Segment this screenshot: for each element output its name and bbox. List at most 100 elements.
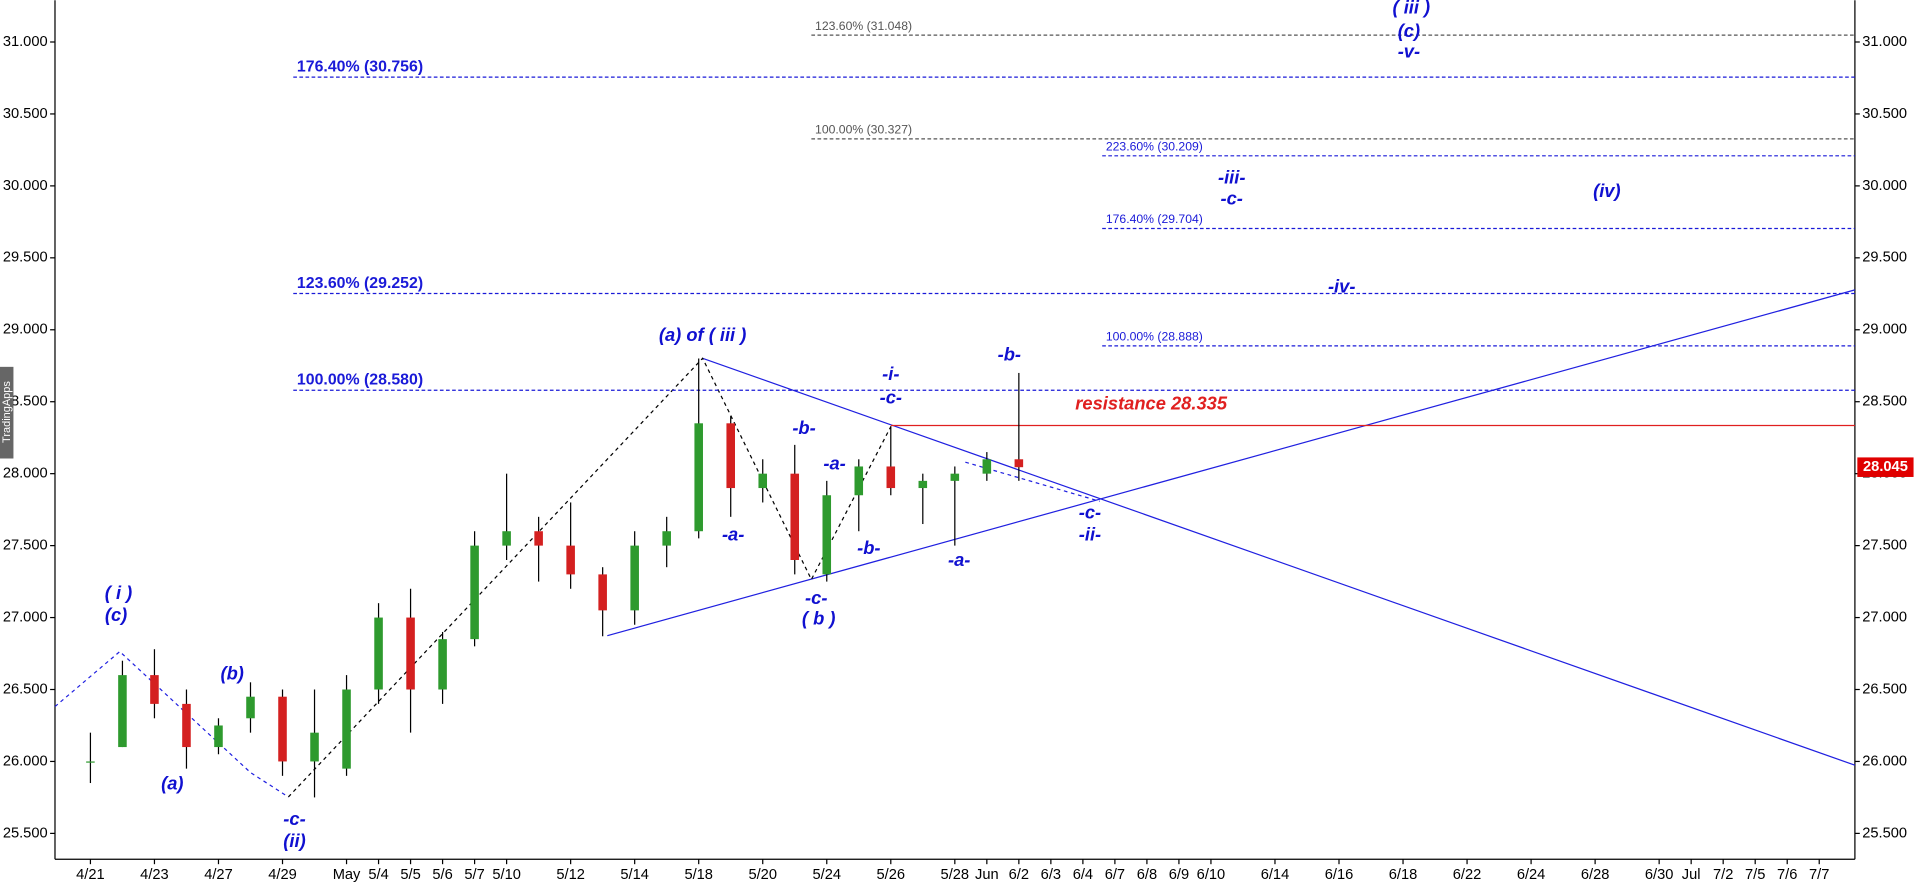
y-tick-label: 30.000 bbox=[3, 178, 48, 194]
candle-body bbox=[86, 761, 95, 763]
candle-body bbox=[406, 617, 415, 690]
x-tick-label: 6/2 bbox=[1009, 867, 1029, 883]
candle-body bbox=[342, 689, 351, 769]
y-tick-label: 26.000 bbox=[1862, 753, 1907, 769]
candle-body bbox=[438, 639, 447, 690]
candle-body bbox=[182, 703, 191, 748]
wave-label: (c) bbox=[1398, 20, 1420, 41]
wave-label: -b- bbox=[998, 344, 1021, 365]
wave-label: -ii- bbox=[1079, 523, 1101, 544]
level-label: 223.60% (30.209) bbox=[1106, 139, 1203, 153]
level-label: 123.60% (29.252) bbox=[297, 275, 423, 292]
candle-body bbox=[1014, 459, 1024, 468]
level-label: 100.00% (28.888) bbox=[1106, 330, 1203, 344]
y-tick-label: 28.500 bbox=[1862, 394, 1907, 410]
candle-body bbox=[118, 675, 127, 748]
x-tick-label: 5/28 bbox=[941, 867, 970, 883]
candle-body bbox=[566, 545, 575, 575]
y-tick-label: 29.000 bbox=[3, 322, 48, 338]
x-tick-label: 6/4 bbox=[1073, 867, 1093, 883]
x-tick-label: 5/7 bbox=[464, 867, 484, 883]
x-tick-label: 7/6 bbox=[1777, 867, 1797, 883]
level-label: 123.60% (31.048) bbox=[815, 19, 912, 33]
price-tag bbox=[1857, 457, 1914, 477]
x-tick-label: 4/21 bbox=[76, 867, 105, 883]
y-tick-label: 27.000 bbox=[1862, 609, 1907, 625]
candle-body bbox=[662, 531, 671, 546]
x-tick-label: Jun bbox=[975, 867, 999, 883]
x-tick-label: 5/12 bbox=[556, 867, 585, 883]
y-tick-label: 27.500 bbox=[3, 537, 48, 553]
x-tick-label: 6/30 bbox=[1645, 867, 1674, 883]
wave-label: -i- bbox=[882, 363, 899, 384]
x-tick-label: 5/10 bbox=[492, 867, 521, 883]
x-tick-label: 6/10 bbox=[1197, 867, 1226, 883]
candle-body bbox=[758, 473, 768, 489]
y-tick-label: 29.500 bbox=[3, 250, 48, 266]
watermark: TradingApps bbox=[1, 381, 13, 443]
resistance-label: resistance 28.335 bbox=[1075, 393, 1228, 414]
x-tick-label: 5/6 bbox=[432, 867, 452, 883]
candle-body bbox=[470, 545, 479, 640]
wave-label: (b) bbox=[220, 663, 243, 684]
x-tick-label: 5/20 bbox=[748, 867, 777, 883]
y-tick-label: 25.500 bbox=[3, 825, 48, 841]
wave-label: ( i ) bbox=[105, 582, 132, 603]
x-tick-label: Jul bbox=[1682, 867, 1701, 883]
x-tick-label: 7/7 bbox=[1809, 867, 1829, 883]
x-tick-label: 6/18 bbox=[1389, 867, 1418, 883]
x-tick-label: 6/24 bbox=[1517, 867, 1546, 883]
y-tick-label: 25.500 bbox=[1862, 825, 1907, 841]
candle-body bbox=[278, 696, 287, 762]
x-tick-label: 5/24 bbox=[812, 867, 841, 883]
x-tick-label: 6/3 bbox=[1041, 867, 1061, 883]
y-tick-label: 26.000 bbox=[3, 753, 48, 769]
x-tick-label: 6/7 bbox=[1105, 867, 1125, 883]
wave-label: -iv- bbox=[1328, 275, 1355, 296]
candle-body bbox=[790, 473, 800, 561]
y-tick-label: 26.500 bbox=[3, 681, 48, 697]
x-tick-label: 6/8 bbox=[1137, 867, 1157, 883]
y-tick-label: 29.500 bbox=[1862, 250, 1907, 266]
wave-label: -b- bbox=[857, 537, 880, 558]
candle-body bbox=[150, 675, 159, 704]
y-tick-label: 31.000 bbox=[1862, 34, 1907, 50]
wave-label: -b- bbox=[792, 417, 815, 438]
level-label: 100.00% (30.327) bbox=[815, 123, 912, 137]
wave-label: ( iii ) bbox=[1393, 0, 1431, 18]
candle-body bbox=[374, 617, 383, 690]
candle-body bbox=[982, 459, 992, 474]
y-tick-label: 26.500 bbox=[1862, 681, 1907, 697]
candle-body bbox=[726, 423, 735, 489]
wave-label: -c- bbox=[880, 386, 902, 407]
wave-label: -a- bbox=[823, 452, 845, 473]
price-tag-label: 28.045 bbox=[1863, 459, 1908, 475]
candle-body bbox=[918, 480, 928, 489]
candle-body bbox=[694, 423, 703, 532]
y-tick-label: 28.500 bbox=[3, 394, 48, 410]
x-tick-label: 5/4 bbox=[368, 867, 388, 883]
candle-body bbox=[534, 531, 543, 546]
wave-label: (a) bbox=[161, 773, 183, 794]
wave-label: (c) bbox=[105, 604, 127, 625]
x-tick-label: 5/14 bbox=[620, 867, 649, 883]
x-tick-label: 5/26 bbox=[877, 867, 906, 883]
y-tick-label: 28.000 bbox=[3, 466, 48, 482]
wave-label: -a- bbox=[722, 523, 744, 544]
candle-body bbox=[246, 696, 255, 719]
candle-body bbox=[502, 531, 511, 546]
x-tick-label: May bbox=[333, 867, 361, 883]
wave-label: -v- bbox=[1398, 41, 1420, 62]
level-label: 100.00% (28.580) bbox=[297, 372, 423, 389]
wave-label: -c- bbox=[805, 587, 827, 608]
y-tick-label: 30.500 bbox=[1862, 106, 1907, 122]
candle-body bbox=[598, 574, 607, 611]
wave-label: ( b ) bbox=[802, 608, 836, 629]
x-tick-label: 4/27 bbox=[204, 867, 233, 883]
watermark-box bbox=[0, 366, 14, 459]
y-tick-label: 27.500 bbox=[1862, 537, 1907, 553]
trendline bbox=[702, 357, 1856, 766]
y-tick-label: 30.500 bbox=[3, 106, 48, 122]
